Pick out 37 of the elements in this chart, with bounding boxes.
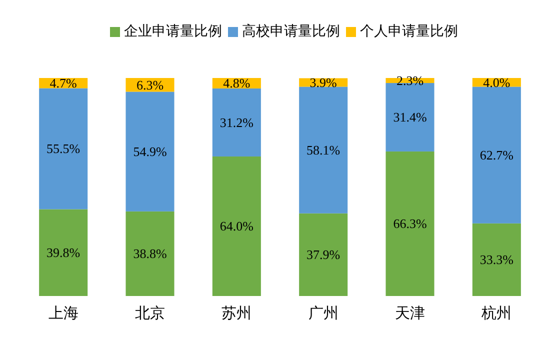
bar (39, 88, 88, 210)
legend-label: 高校申请量比例 (242, 24, 340, 40)
data-label: 4.7% (50, 76, 78, 91)
x-tick-label: 杭州 (480, 305, 512, 322)
bar (386, 151, 434, 296)
bar (39, 209, 88, 296)
bar (472, 223, 521, 296)
x-tick-label: 上海 (48, 305, 78, 322)
x-tick-label: 广州 (308, 305, 338, 322)
data-label: 58.1% (306, 142, 340, 158)
bar (299, 86, 348, 214)
bar (472, 86, 521, 224)
data-label: 62.7% (480, 148, 514, 163)
data-label: 6.3% (136, 77, 164, 92)
data-label: 66.3% (393, 216, 427, 232)
x-tick-label: 苏州 (222, 305, 252, 322)
data-label: 54.9% (133, 144, 167, 160)
bar (212, 156, 261, 296)
data-label: 39.8% (46, 245, 80, 260)
data-label: 64.0% (220, 218, 254, 234)
bar (126, 92, 174, 212)
data-label: 55.5% (46, 141, 80, 156)
bar (126, 211, 174, 296)
legend-label: 企业申请量比例 (124, 24, 222, 40)
x-tick-label: 北京 (135, 305, 165, 322)
data-label: 4.0% (483, 74, 510, 90)
bar (299, 213, 348, 296)
data-label: 38.8% (133, 246, 167, 262)
data-label: 37.9% (306, 247, 340, 262)
data-label: 31.4% (393, 110, 427, 125)
x-tick-label: 天津 (395, 305, 425, 322)
bar (212, 88, 261, 156)
data-label: 3.9% (310, 74, 338, 90)
data-label: 33.3% (480, 252, 514, 268)
data-label: 31.2% (220, 114, 254, 130)
legend-label: 个人申请量比例 (360, 24, 458, 40)
data-label: 4.8% (223, 76, 250, 91)
